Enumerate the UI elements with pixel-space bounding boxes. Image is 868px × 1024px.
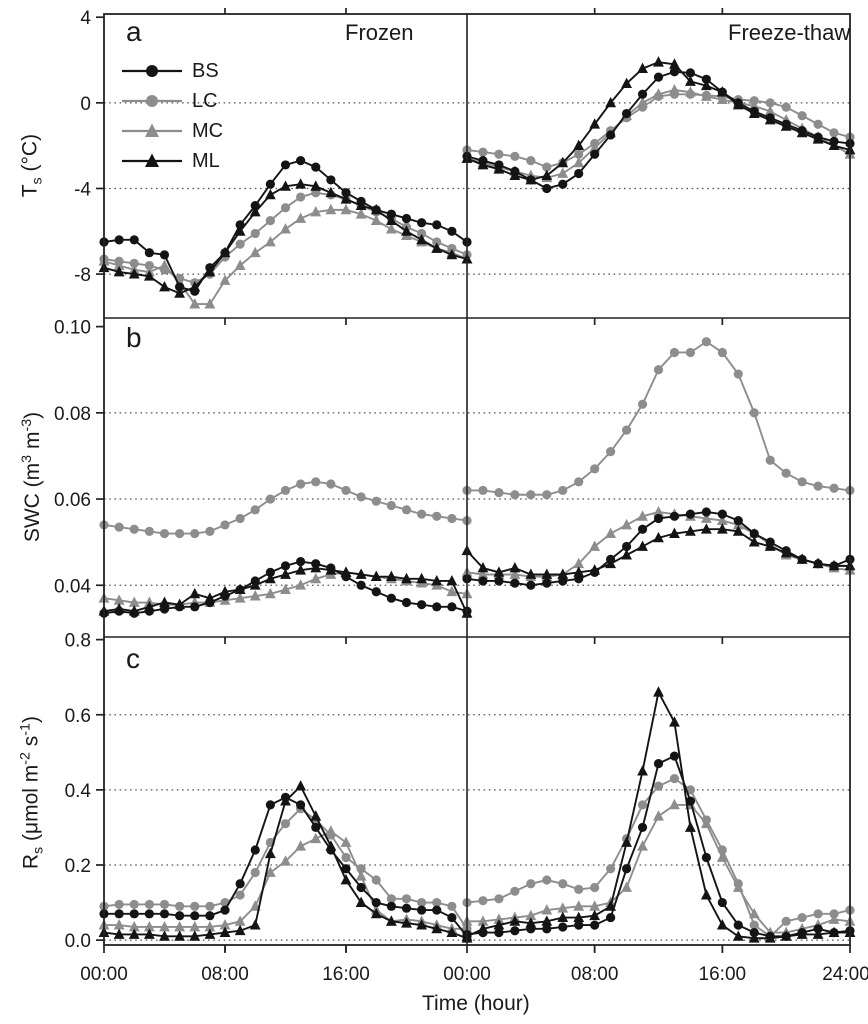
y-axis-title-rs: Rs (μmol m-2 s-1) — [17, 716, 47, 870]
panel-c-freeze-thaw — [461, 686, 856, 943]
legend: BS LC MC ML — [120, 56, 223, 176]
panel-b-freeze-thaw — [461, 337, 856, 590]
x-tick-label: 00:00 — [80, 964, 128, 985]
series-LC-markers — [99, 188, 472, 288]
series-LC-line — [466, 93, 851, 169]
series-LC-line — [467, 340, 851, 496]
x-tick-labels: 00:00 08:00 16:00 00:00 08:00 16:00 24:00 — [80, 945, 868, 985]
panel-c-frozen — [98, 780, 473, 943]
y-tick-label: 0.6 — [65, 706, 91, 727]
y-tick-label: 0.2 — [65, 856, 91, 877]
panel-letter-c: c — [126, 643, 140, 674]
x-tick-label: 08:00 — [571, 964, 619, 985]
panel-row-b: 0.10 0.08 0.06 0.04 — [54, 318, 856, 644]
x-tick-label: 08:00 — [201, 964, 249, 985]
y-tick-label: 0.10 — [54, 318, 91, 339]
series-BS-markers — [99, 792, 472, 941]
panel-borders — [103, 13, 851, 946]
panel-row-c: 0.8 0.6 0.4 0.2 0.0 — [65, 631, 856, 952]
legend-marker-circle-icon — [122, 95, 182, 107]
panel-row-a: 4 0 -4 -8 — [74, 8, 856, 325]
y-tick-label: -8 — [74, 265, 91, 286]
panel-a-frozen — [98, 156, 473, 309]
series-MC-markers — [98, 203, 473, 309]
legend-item-LC: LC — [120, 86, 223, 116]
x-tick-label: 24:00 — [822, 964, 868, 985]
y-tick-label: -4 — [74, 179, 91, 200]
y-axis-title-ts: Ts (°C) — [18, 133, 46, 198]
legend-item-ML: ML — [120, 146, 223, 176]
y-axis-title-swc: SWC (m3 m-3) — [19, 411, 44, 543]
y-tick-label: 0.0 — [65, 931, 91, 952]
legend-marker-triangle-icon — [122, 153, 182, 167]
series-MC-line — [467, 803, 851, 934]
legend-item-MC: MC — [120, 116, 223, 146]
column-title-freeze-thaw: Freeze-thaw — [728, 20, 851, 45]
series-LC-line — [466, 777, 851, 938]
panel-letter-b: b — [126, 322, 142, 353]
series-MC-markers — [98, 825, 473, 934]
series-BS-markers — [462, 507, 855, 590]
series-ML-markers — [461, 686, 856, 943]
legend-label: BS — [192, 59, 219, 82]
column-title-frozen: Frozen — [345, 20, 414, 45]
legend-marker-triangle-icon — [122, 123, 182, 137]
x-tick-label: 16:00 — [699, 964, 747, 985]
legend-label: MC — [192, 119, 224, 142]
x-tick-label: 16:00 — [322, 964, 370, 985]
series-ML-markers — [461, 56, 856, 185]
series-LC-markers — [99, 477, 472, 539]
panel-letter-a: a — [126, 16, 142, 47]
y-tick-label: 0.8 — [65, 631, 91, 652]
series-ML-markers — [98, 178, 473, 298]
series-LC-markers — [462, 337, 855, 500]
legend-label: LC — [192, 89, 218, 112]
x-axis-title: Time (hour) — [422, 992, 530, 1015]
y-tick-label: 4 — [80, 8, 91, 29]
x-tick-label: 00:00 — [443, 964, 491, 985]
panel-b-frozen — [98, 477, 473, 618]
legend-item-BS: BS — [120, 56, 223, 86]
y-tick-label: 0.4 — [65, 781, 92, 802]
panel-a-freeze-thaw — [461, 56, 856, 194]
series-BS-line — [104, 796, 468, 937]
y-tick-label: 0.06 — [54, 490, 91, 511]
legend-marker-circle-icon — [122, 65, 182, 77]
y-tick-label: 0.04 — [54, 576, 91, 597]
y-tick-label: 0 — [80, 94, 91, 115]
series-MC-line — [466, 89, 851, 179]
series-BS-markers — [462, 751, 855, 941]
legend-label: ML — [192, 149, 220, 172]
y-tick-label: 0.08 — [54, 404, 91, 425]
